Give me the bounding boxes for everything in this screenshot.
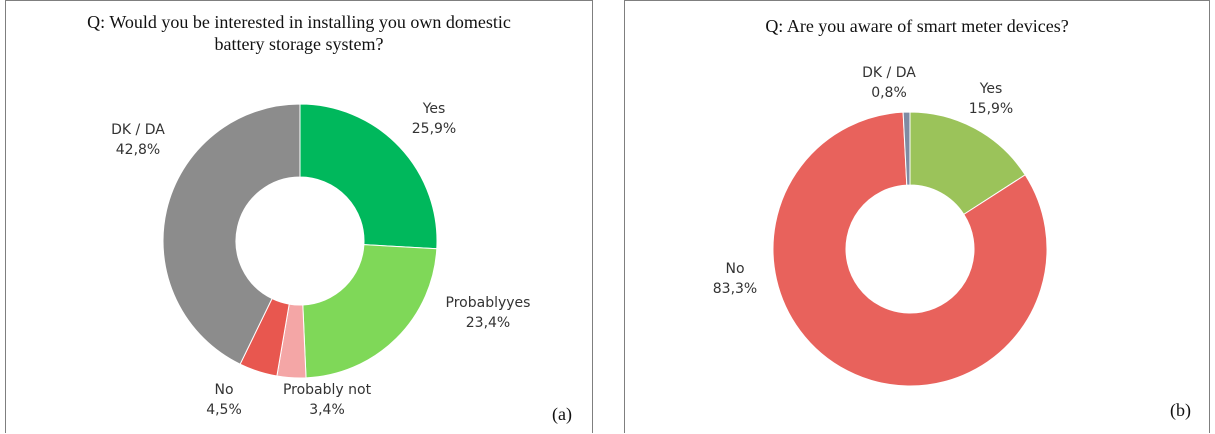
- chart-panel-b: Q: Are you aware of smart meter devices?…: [624, 0, 1210, 433]
- panel-label-a: (a): [552, 404, 572, 424]
- chart-title-b: Q: Are you aware of smart meter devices?: [625, 15, 1209, 37]
- slice-name-label-probably-yes: Probablyyes: [446, 295, 531, 311]
- slice-dk-da: [162, 103, 301, 365]
- chart-title-a: Q: Would you be interested in installing…: [6, 11, 592, 55]
- chart-title-a-line-1: Q: Would you be interested in installing…: [87, 12, 511, 32]
- slice-value-label-dk-da: 0,8%: [871, 85, 907, 101]
- panel-label-b: (b): [1170, 400, 1191, 420]
- slice-yes: [299, 103, 438, 250]
- donut-chart-b: Yes 15,9% No 83,3% DK / DA 0,8%: [713, 65, 1048, 387]
- slice-value-label-probably-yes: 23,4%: [466, 315, 510, 331]
- slice-value-label-yes: 15,9%: [969, 101, 1013, 117]
- donut-chart-a: Yes 25,9% Probablyyes 23,4% Probably not 3,4%…: [111, 101, 531, 418]
- slice-probably-yes: [302, 244, 438, 379]
- slice-value-label-yes: 25,9%: [412, 121, 456, 137]
- slice-value-label-no: 4,5%: [206, 402, 242, 418]
- slice-name-label-probably-not: Probably not: [283, 382, 372, 398]
- slice-name-label-yes: Yes: [422, 101, 446, 117]
- slice-value-label-no: 83,3%: [713, 281, 757, 297]
- slice-name-label-no: No: [725, 261, 744, 277]
- slice-name-label-yes: Yes: [979, 81, 1003, 97]
- slice-name-label-dk-da: DK / DA: [111, 122, 165, 138]
- chart-title-a-line-2: battery storage system?: [214, 34, 384, 54]
- slice-no: [772, 111, 1048, 387]
- slice-dk-da: [902, 111, 911, 186]
- slice-value-label-dk-da: 42,8%: [116, 142, 160, 158]
- chart-panel-a: Q: Would you be interested in installing…: [5, 0, 593, 433]
- slice-yes: [909, 111, 1026, 216]
- slice-name-label-dk-da: DK / DA: [862, 65, 916, 81]
- slice-value-label-probably-not: 3,4%: [309, 402, 345, 418]
- chart-title-b-line-1: Q: Are you aware of smart meter devices?: [765, 16, 1069, 36]
- slice-name-label-no: No: [214, 382, 233, 398]
